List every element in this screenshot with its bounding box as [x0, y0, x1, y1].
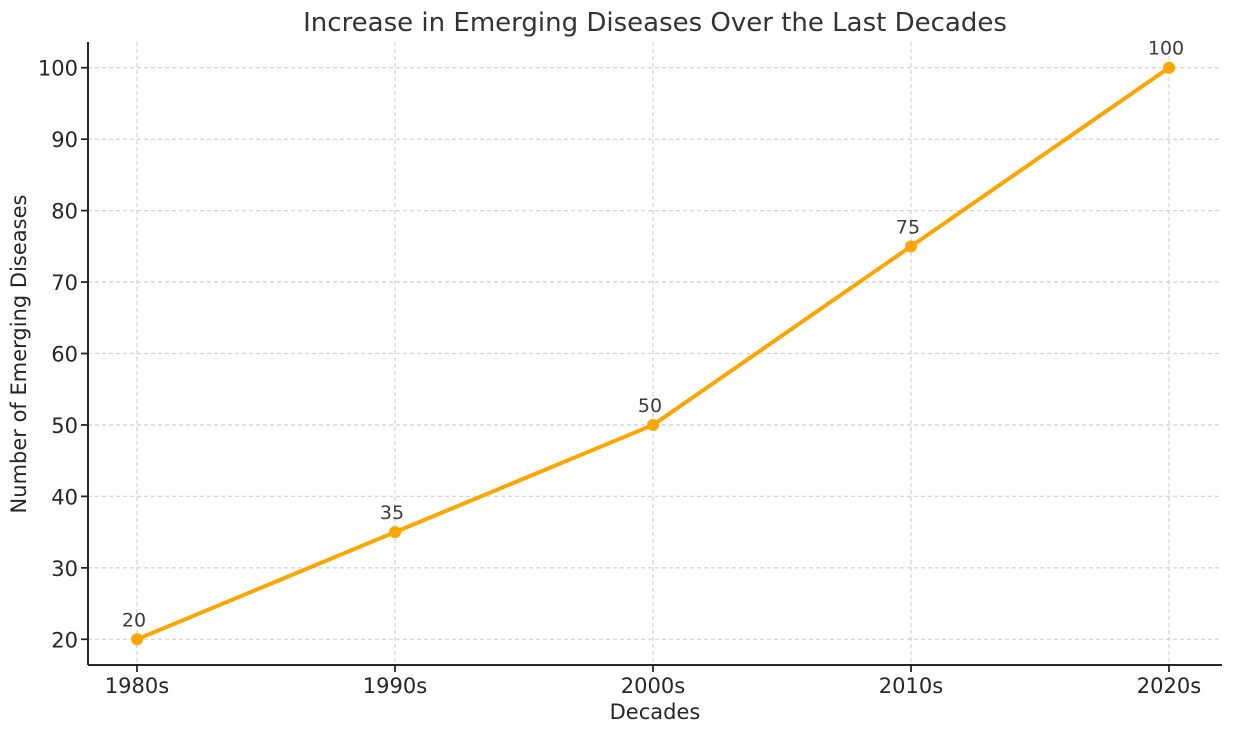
y-tick-label: 60 [51, 343, 78, 367]
y-tick-label: 70 [51, 271, 78, 295]
y-tick-label: 50 [51, 414, 78, 438]
data-point-marker [1163, 61, 1175, 74]
y-tick-label: 30 [51, 557, 78, 581]
y-tick-label: 40 [51, 485, 78, 509]
data-point-marker [647, 418, 659, 431]
y-tick-label: 90 [51, 128, 78, 152]
x-axis-label: Decades [609, 700, 701, 724]
y-tick-label: 100 [38, 57, 78, 81]
x-tick-label: 1980s [105, 674, 169, 698]
y-tick-label: 80 [51, 200, 78, 224]
point-value-label: 75 [896, 216, 920, 238]
data-point-marker [131, 633, 143, 646]
x-tick-label: 1990s [363, 674, 427, 698]
data-point-marker [905, 240, 917, 253]
point-value-label: 100 [1148, 38, 1184, 60]
x-tick-label: 2000s [621, 674, 685, 698]
point-value-label: 20 [122, 609, 146, 631]
point-value-label: 35 [380, 502, 404, 524]
point-value-label: 50 [638, 395, 662, 417]
y-tick-label: 20 [51, 628, 78, 652]
x-tick-label: 2020s [1137, 674, 1201, 698]
chart-title: Increase in Emerging Diseases Over the L… [303, 8, 1007, 38]
x-tick-label: 2010s [879, 674, 943, 698]
data-point-marker [389, 526, 401, 539]
